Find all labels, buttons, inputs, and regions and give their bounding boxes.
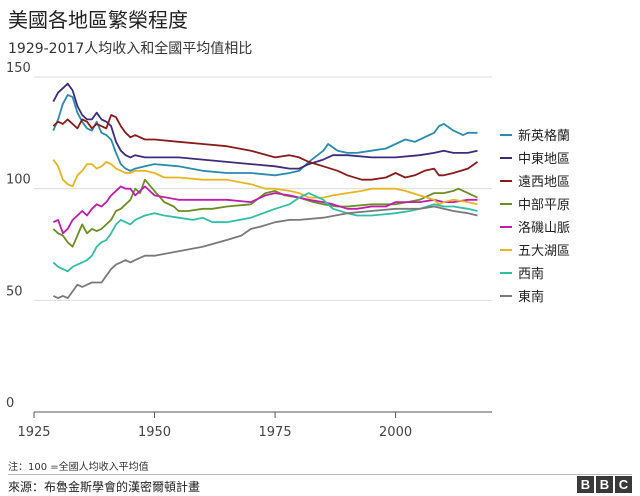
axis-layer: 0 50 100 150 1925 1950 1975 2000 — [6, 61, 492, 440]
series-line — [52, 185, 478, 235]
series-line — [52, 192, 478, 273]
series-line — [52, 178, 478, 248]
legend-label: 新英格蘭 — [518, 128, 570, 144]
logo-letter: B — [596, 476, 613, 493]
series-line — [52, 82, 478, 170]
y-tick-label: 150 — [6, 61, 31, 76]
x-tick-label: 1925 — [17, 425, 50, 440]
x-tick-label: 1975 — [259, 425, 292, 440]
logo-letter: C — [615, 476, 632, 493]
chart-subtitle: 1929-2017人均收入和全國平均值相比 — [8, 41, 253, 57]
bbc-logo: B B C — [577, 476, 632, 493]
y-tick-label: 0 — [6, 396, 14, 411]
x-tick-label: 1950 — [138, 425, 171, 440]
y-tick-label: 100 — [6, 173, 31, 188]
legend-label: 洛磯山脈 — [518, 221, 570, 236]
source-text: 來源：布魯金斯學會的漢密爾頓計畫 — [8, 480, 201, 494]
chart-title: 美國各地區繁榮程度 — [8, 8, 188, 32]
legend-label: 中部平原 — [518, 198, 570, 213]
legend-label: 遠西地區 — [518, 175, 570, 190]
series-line — [52, 159, 478, 206]
legend-label: 東南 — [518, 289, 544, 305]
legend-label: 西南 — [518, 266, 544, 282]
series-layer — [52, 82, 479, 299]
logo-letter: B — [577, 476, 594, 493]
footer-divider — [8, 474, 632, 475]
legend-label: 中東地區 — [518, 151, 570, 167]
line-chart: 0 50 100 150 1925 1950 1975 2000 新英格蘭中東地區遠西地區中部… — [6, 61, 570, 440]
series-line — [52, 94, 478, 177]
series-line — [52, 205, 478, 299]
y-tick-label: 50 — [6, 284, 23, 299]
footnote: 注：100 =全國人均收入平均值 — [8, 462, 149, 473]
x-tick-label: 2000 — [379, 425, 412, 440]
series-line — [52, 114, 479, 181]
legend-label: 五大湖區 — [518, 244, 570, 259]
